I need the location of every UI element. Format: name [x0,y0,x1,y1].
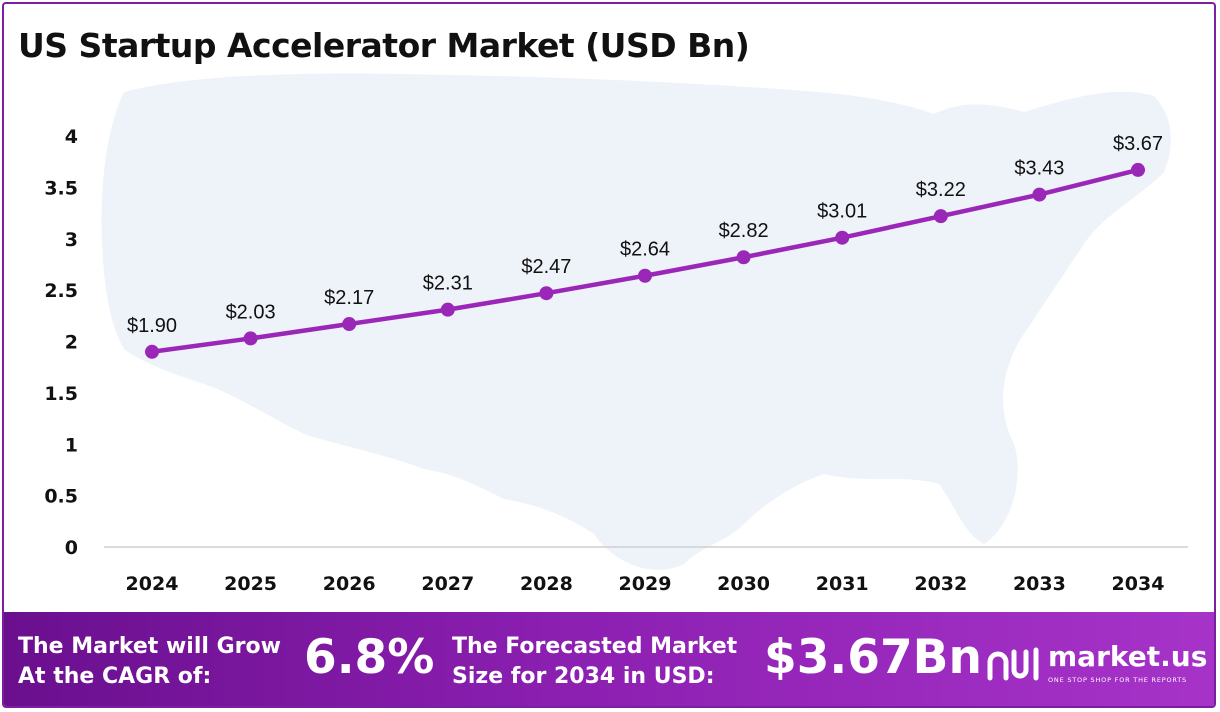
data-point-marker [1131,162,1145,177]
x-axis-ticks: 2024 2025 2026 2027 2028 2029 2030 2031 2032 2033… [126,573,1165,595]
forecast-value: $3.67Bn [764,630,982,685]
x-tick-label: 2029 [619,573,672,595]
x-tick-label: 2030 [717,573,770,595]
data-label: $2.03 [226,301,276,323]
x-tick-label: 2028 [520,573,573,595]
data-label: $2.64 [620,239,670,261]
cagr-text-line1: The Market will Grow [18,634,281,659]
y-tick-label: 2.5 [44,280,78,302]
data-point-marker [736,250,751,265]
y-tick-label: 1 [65,434,78,456]
y-tick-label: 0.5 [44,486,78,508]
chart-title: US Startup Accelerator Market (USD Bn) [18,26,750,65]
brand-tagline: ONE STOP SHOP FOR THE REPORTS [1048,676,1187,684]
x-tick-label: 2032 [914,573,967,595]
y-tick-label: 0 [65,537,78,559]
data-point-marker [539,286,554,301]
market-us-logo: market.us ONE STOP SHOP FOR THE REPORTS [986,638,1210,694]
data-point-marker [243,331,258,346]
data-label: $3.43 [1014,158,1064,180]
cagr-text-line2: At the CAGR of: [18,664,212,689]
y-axis-ticks: 0 0.5 1 1.5 2 2.5 3 3.5 4 [44,126,78,559]
x-tick-label: 2033 [1013,573,1066,595]
data-label: $3.01 [817,201,867,223]
data-point-marker [145,344,159,359]
forecast-text: The Forecasted Market Size for 2034 in U… [452,632,737,692]
data-labels: $1.90 $2.03 $2.17 $2.31 $2.47 $2.64 $2.82 $3.01… [127,133,1163,337]
data-label: $2.82 [719,220,769,242]
data-point-marker [638,268,652,283]
data-point-marker [1032,187,1047,202]
x-tick-label: 2027 [421,573,474,595]
data-point-marker [440,302,455,317]
data-point-marker [342,317,357,332]
market-us-logo-icon [987,647,1039,681]
x-tick-label: 2025 [224,573,277,595]
y-tick-label: 2 [65,332,78,354]
line-chart: 00.511.522.533.54 2024 2025 2026 2027 2028 20… [44,73,1188,595]
data-point-marker [835,230,850,245]
y-tick-label: 4 [65,126,78,148]
brand-name: market.us [1048,640,1208,673]
data-label: $2.47 [521,256,571,278]
cagr-value: 6.8% [304,630,435,685]
y-tick-label: 3 [65,229,78,251]
summary-banner: The Market will Grow At the CAGR of: 6.8… [4,612,1214,706]
data-label: $2.17 [324,287,374,309]
forecast-text-line1: The Forecasted Market [452,634,738,659]
data-label: $1.90 [127,315,177,337]
y-tick-label: 3.5 [44,177,78,199]
us-map-silhouette [101,73,1171,570]
y-tick-label: 1.5 [44,383,78,405]
cagr-text: The Market will Grow At the CAGR of: [18,632,281,692]
data-label: $2.31 [423,273,473,295]
x-tick-label: 2024 [126,573,179,595]
data-point-marker [933,209,948,224]
forecast-text-line2: Size for 2034 in USD: [452,664,715,689]
series-line [145,162,1145,359]
x-tick-label: 2034 [1112,573,1165,595]
data-label: $3.67 [1113,133,1163,155]
x-tick-label: 2026 [323,573,376,595]
x-tick-label: 2031 [816,573,869,595]
data-label: $3.22 [916,179,966,201]
